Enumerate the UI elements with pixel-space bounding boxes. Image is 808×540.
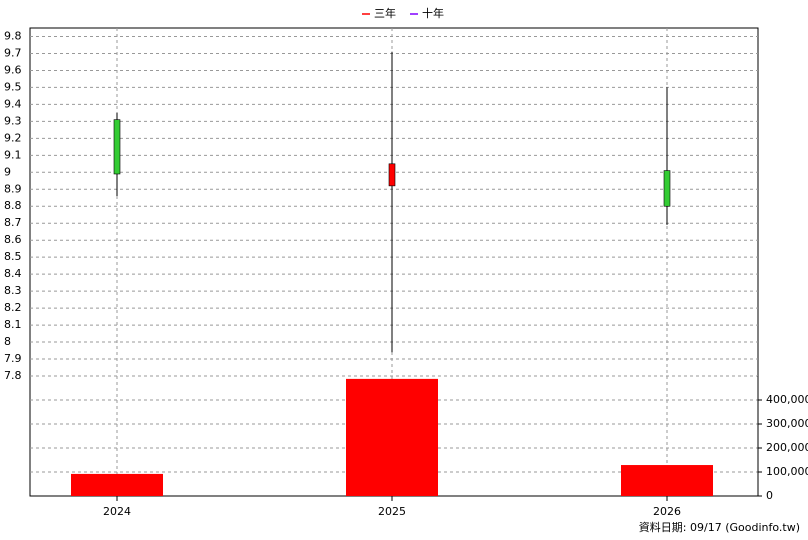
y-tick-label: 8.2: [4, 301, 22, 314]
x-tick-label: 2026: [653, 505, 681, 518]
y-tick-label: 9.5: [4, 80, 22, 93]
y-tick-label: 8.7: [4, 216, 22, 229]
volume-bar: [621, 465, 713, 496]
y-tick-label: 8.9: [4, 182, 22, 195]
y2-tick-label: 0: [766, 489, 773, 502]
candle-body: [388, 163, 396, 187]
x-tick-label: 2024: [103, 505, 131, 518]
footer: 資料日期: 09/17 (Goodinfo.tw): [639, 520, 800, 534]
volume-bar: [346, 378, 438, 496]
candle-body: [663, 170, 671, 207]
y-tick-label: 7.8: [4, 369, 22, 382]
y-tick-label: 9.7: [4, 46, 22, 59]
y-tick-label: 9.1: [4, 148, 22, 161]
y-tick-label: 8.5: [4, 250, 22, 263]
y-tick-label: 8.6: [4, 233, 22, 246]
y2-tick-label: 100,000: [766, 465, 808, 478]
y-tick-label: 8.3: [4, 284, 22, 297]
y2-tick-label: 200,000: [766, 441, 808, 454]
x-tick-label: 2025: [378, 505, 406, 518]
y-tick-label: 9.8: [4, 29, 22, 42]
y2-tick-label: 400,000: [766, 393, 808, 406]
y-tick-label: 9.6: [4, 63, 22, 76]
volume-bar: [71, 473, 163, 496]
y-tick-label: 9.2: [4, 131, 22, 144]
legend-label: 十年: [422, 6, 444, 20]
legend-label: 三年: [374, 6, 396, 20]
y-tick-label: 8.8: [4, 199, 22, 212]
y-tick-label: 9.3: [4, 114, 22, 127]
y-tick-label: 8.1: [4, 318, 22, 331]
y-tick-label: 7.9: [4, 352, 22, 365]
y2-tick-label: 300,000: [766, 417, 808, 430]
candle-body: [113, 119, 121, 175]
y-tick-label: 9.4: [4, 97, 22, 110]
y-tick-label: 9: [4, 165, 11, 178]
y-tick-label: 8: [4, 335, 11, 348]
y-tick-label: 8.4: [4, 267, 22, 280]
